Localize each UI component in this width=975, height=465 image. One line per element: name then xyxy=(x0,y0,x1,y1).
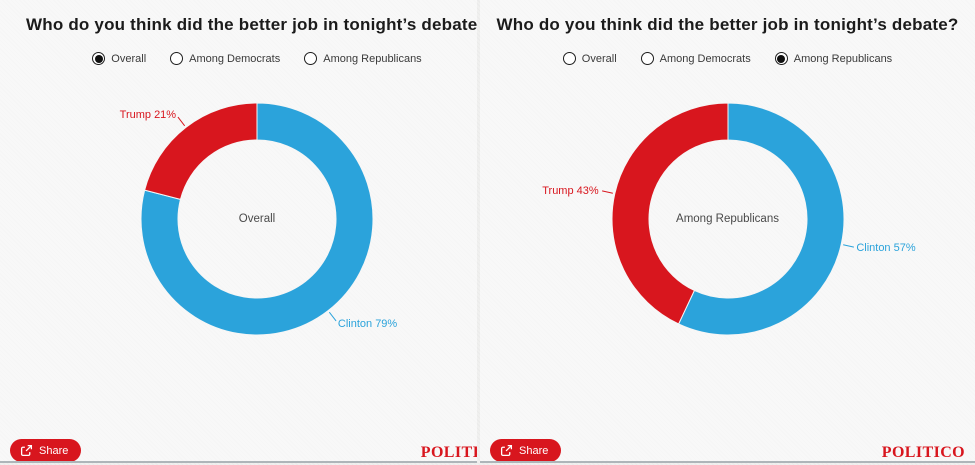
filter-option-overall[interactable]: Overall xyxy=(92,52,147,66)
filter-option-overall[interactable]: Overall xyxy=(562,52,617,66)
donut-chart: Clinton 79% Trump 21% Overall xyxy=(22,69,477,369)
donut-slice-clinton[interactable] xyxy=(140,102,374,336)
filter-label: Overall xyxy=(581,52,617,65)
donut-svg xyxy=(140,102,374,336)
radio-icon xyxy=(562,52,576,66)
share-label: Share xyxy=(39,444,69,457)
chart-title: Who do you think did the better job in t… xyxy=(496,15,959,34)
label-leader-line xyxy=(601,190,613,195)
radio-icon xyxy=(774,52,788,66)
donut-slice-clinton[interactable] xyxy=(677,102,844,336)
radio-icon xyxy=(304,52,318,66)
radio-icon xyxy=(92,52,106,66)
share-button[interactable]: Share xyxy=(490,439,562,461)
politico-logo[interactable]: POLITICO xyxy=(881,444,965,461)
radio-icon xyxy=(640,52,654,66)
filter-label: Among Republicans xyxy=(793,52,893,65)
share-label: Share xyxy=(519,444,549,457)
filter-label: Among Republicans xyxy=(323,52,422,65)
poll-panel-among-republicans: Who do you think did the better job in t… xyxy=(480,0,975,463)
donut-slice-trump[interactable] xyxy=(144,102,258,201)
poll-panel-overall: Who do you think did the better job in t… xyxy=(0,0,477,463)
radio-icon xyxy=(170,52,184,66)
label-leader-line xyxy=(177,117,186,127)
center-label: Overall xyxy=(238,213,276,226)
share-icon xyxy=(20,444,33,457)
donut-chart: Clinton 57% Trump 43% Among Republicans xyxy=(493,69,963,369)
clinton-slice-label: Clinton 57% xyxy=(856,242,916,255)
politico-logo[interactable]: POLITICO xyxy=(420,444,477,461)
filter-option-among-democrats[interactable]: Among Democrats xyxy=(640,52,751,66)
filter-group: Overall Among Democrats Among Republican… xyxy=(0,52,477,66)
filter-option-among-republicans[interactable]: Among Republicans xyxy=(304,52,422,66)
donut-slice-trump[interactable] xyxy=(611,102,728,326)
share-button[interactable]: Share xyxy=(10,439,82,461)
filter-label: Overall xyxy=(111,52,147,65)
share-icon xyxy=(500,444,513,457)
filter-option-among-democrats[interactable]: Among Democrats xyxy=(170,52,281,66)
filter-label: Among Democrats xyxy=(659,52,751,65)
filter-label: Among Democrats xyxy=(189,52,281,65)
donut-svg xyxy=(601,102,854,336)
trump-slice-label: Trump 43% xyxy=(542,184,599,197)
label-leader-line xyxy=(842,244,854,249)
label-leader-line xyxy=(328,312,337,322)
clinton-slice-label: Clinton 79% xyxy=(337,317,398,330)
trump-slice-label: Trump 21% xyxy=(119,109,177,122)
center-label: Among Republicans xyxy=(676,213,779,226)
filter-option-among-republicans[interactable]: Among Republicans xyxy=(774,52,893,66)
chart-title: Who do you think did the better job in t… xyxy=(26,15,477,34)
filter-group: Overall Among Democrats Among Republican… xyxy=(480,52,975,66)
